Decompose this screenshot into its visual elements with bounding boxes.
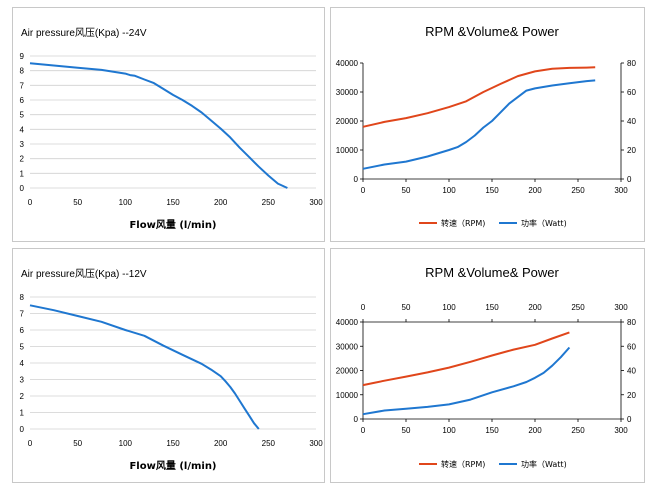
x-top-tick-label: 150 <box>485 303 499 312</box>
y-tick-label: 7 <box>20 310 25 319</box>
x-tick-label: 200 <box>528 426 542 435</box>
y-tick-label: 4 <box>20 125 25 134</box>
chart-title: RPM &Volume& Power <box>425 265 559 280</box>
x-tick-label: 0 <box>361 426 366 435</box>
y-tick-label: 10000 <box>336 146 359 155</box>
y-tick-label: 0 <box>354 415 359 424</box>
y2-tick-label: 60 <box>627 88 636 97</box>
x-tick-label: 100 <box>119 198 133 207</box>
x-tick-label: 0 <box>361 186 366 195</box>
chart-panel-pressure-24v: Air pressure风压(Kpa) --24V 0 1 2 3 4 5 6 7 8 9 0 50 10… <box>12 7 325 242</box>
x-tick-label: 100 <box>442 426 456 435</box>
y-tick-label: 3 <box>20 140 25 149</box>
chart-panel-rpm-power-24v: RPM &Volume& Power 0 10000 20000 30000 40000 0… <box>330 7 645 242</box>
x-tick-label: 200 <box>528 186 542 195</box>
y2-tick-label: 0 <box>627 415 632 424</box>
x-tick-label: 200 <box>214 439 228 448</box>
x-top-tick-label: 100 <box>442 303 456 312</box>
y-tick-label: 3 <box>20 376 25 385</box>
x-tick-label: 0 <box>28 198 33 207</box>
y-tick-label: 10000 <box>336 391 359 400</box>
y2-tick-label: 0 <box>627 175 632 184</box>
y-tick-label: 7 <box>20 81 25 90</box>
y2-tick-label: 80 <box>627 59 636 68</box>
y-tick-label: 20000 <box>336 117 359 126</box>
x-tick-label: 300 <box>309 198 323 207</box>
x-tick-label: 200 <box>214 198 228 207</box>
x-tick-label: 250 <box>571 186 585 195</box>
chart-panel-rpm-power-12v: RPM &Volume& Power 0 10000 20000 30000 40000 0… <box>330 248 645 483</box>
y-tick-label: 5 <box>20 343 25 352</box>
x-tick-label: 150 <box>166 439 180 448</box>
x-tick-label: 100 <box>442 186 456 195</box>
chart-title: Air pressure风压(Kpa) --24V <box>21 27 147 39</box>
y2-tick-label: 20 <box>627 391 636 400</box>
x-tick-label: 250 <box>262 439 276 448</box>
legend-label-power: 功率（Watt) <box>521 218 567 228</box>
rpm-series-line <box>362 66 596 128</box>
y-tick-label: 8 <box>20 67 25 76</box>
x-tick-label: 300 <box>614 426 628 435</box>
x-tick-label: 50 <box>402 186 411 195</box>
x-tick-label: 150 <box>166 198 180 207</box>
x-tick-label: 300 <box>614 186 628 195</box>
y-tick-label: 40000 <box>336 318 359 327</box>
x-tick-label: 150 <box>485 186 499 195</box>
y2-tick-label: 40 <box>627 117 636 126</box>
pressure-curve <box>29 62 288 189</box>
pressure-curve <box>29 304 260 430</box>
y-tick-label: 1 <box>20 409 25 418</box>
y2-tick-label: 40 <box>627 367 636 376</box>
x-tick-label: 50 <box>73 198 82 207</box>
y-tick-label: 5 <box>20 111 25 120</box>
x-tick-label: 0 <box>28 439 33 448</box>
y-tick-label: 6 <box>20 96 25 105</box>
y-tick-label: 8 <box>20 293 25 302</box>
x-top-tick-label: 50 <box>402 303 411 312</box>
chart-title: Air pressure风压(Kpa) --12V <box>21 268 147 280</box>
x-tick-label: 100 <box>119 439 133 448</box>
y-tick-label: 6 <box>20 326 25 335</box>
x-tick-label: 250 <box>262 198 276 207</box>
legend-label-rpm: 转速（RPM) <box>441 218 485 228</box>
x-top-tick-label: 200 <box>528 303 542 312</box>
x-tick-label: 50 <box>402 426 411 435</box>
legend-label-rpm: 转速（RPM) <box>441 459 485 469</box>
chart-title: RPM &Volume& Power <box>425 24 559 39</box>
y2-tick-label: 20 <box>627 146 636 155</box>
y-tick-label: 0 <box>20 425 25 434</box>
y-tick-label: 30000 <box>336 342 359 351</box>
y-tick-label: 2 <box>20 392 25 401</box>
x-axis-label: Flow风量 (l/min) <box>129 218 216 231</box>
x-tick-label: 150 <box>485 426 499 435</box>
power-series-line <box>362 79 596 170</box>
x-top-tick-label: 0 <box>361 303 366 312</box>
y2-tick-label: 80 <box>627 318 636 327</box>
y-tick-label: 40000 <box>336 59 359 68</box>
y-tick-label: 0 <box>20 184 25 193</box>
x-axis-label: Flow风量 (l/min) <box>129 459 216 472</box>
x-top-tick-label: 300 <box>614 303 628 312</box>
x-top-tick-label: 250 <box>571 303 585 312</box>
rpm-power-24v-chart: RPM &Volume& Power 0 10000 20000 30000 40000 0… <box>336 24 637 228</box>
y-tick-label: 0 <box>354 175 359 184</box>
rpm-power-12v-chart: RPM &Volume& Power0100002000030000400000… <box>336 265 637 469</box>
legend-label-power: 功率（Watt) <box>521 459 567 469</box>
rpm-series-line <box>362 331 570 387</box>
y-tick-label: 20000 <box>336 367 359 376</box>
x-tick-label: 300 <box>309 439 323 448</box>
pressure-12v-chart: Air pressure风压(Kpa) --12V 0 1 2 3 4 5 6 7 8 0 50 100… <box>20 268 324 472</box>
y-tick-label: 2 <box>20 155 25 164</box>
y-tick-label: 1 <box>20 169 25 178</box>
power-series-line <box>362 346 571 416</box>
y-tick-label: 30000 <box>336 88 359 97</box>
chart-panel-pressure-12v: Air pressure风压(Kpa) --12V 0 1 2 3 4 5 6 7 8 0 50 100… <box>12 248 325 483</box>
x-tick-label: 250 <box>571 426 585 435</box>
y2-tick-label: 60 <box>627 342 636 351</box>
y-tick-label: 9 <box>20 52 25 61</box>
y-tick-label: 4 <box>20 359 25 368</box>
x-tick-label: 50 <box>73 439 82 448</box>
